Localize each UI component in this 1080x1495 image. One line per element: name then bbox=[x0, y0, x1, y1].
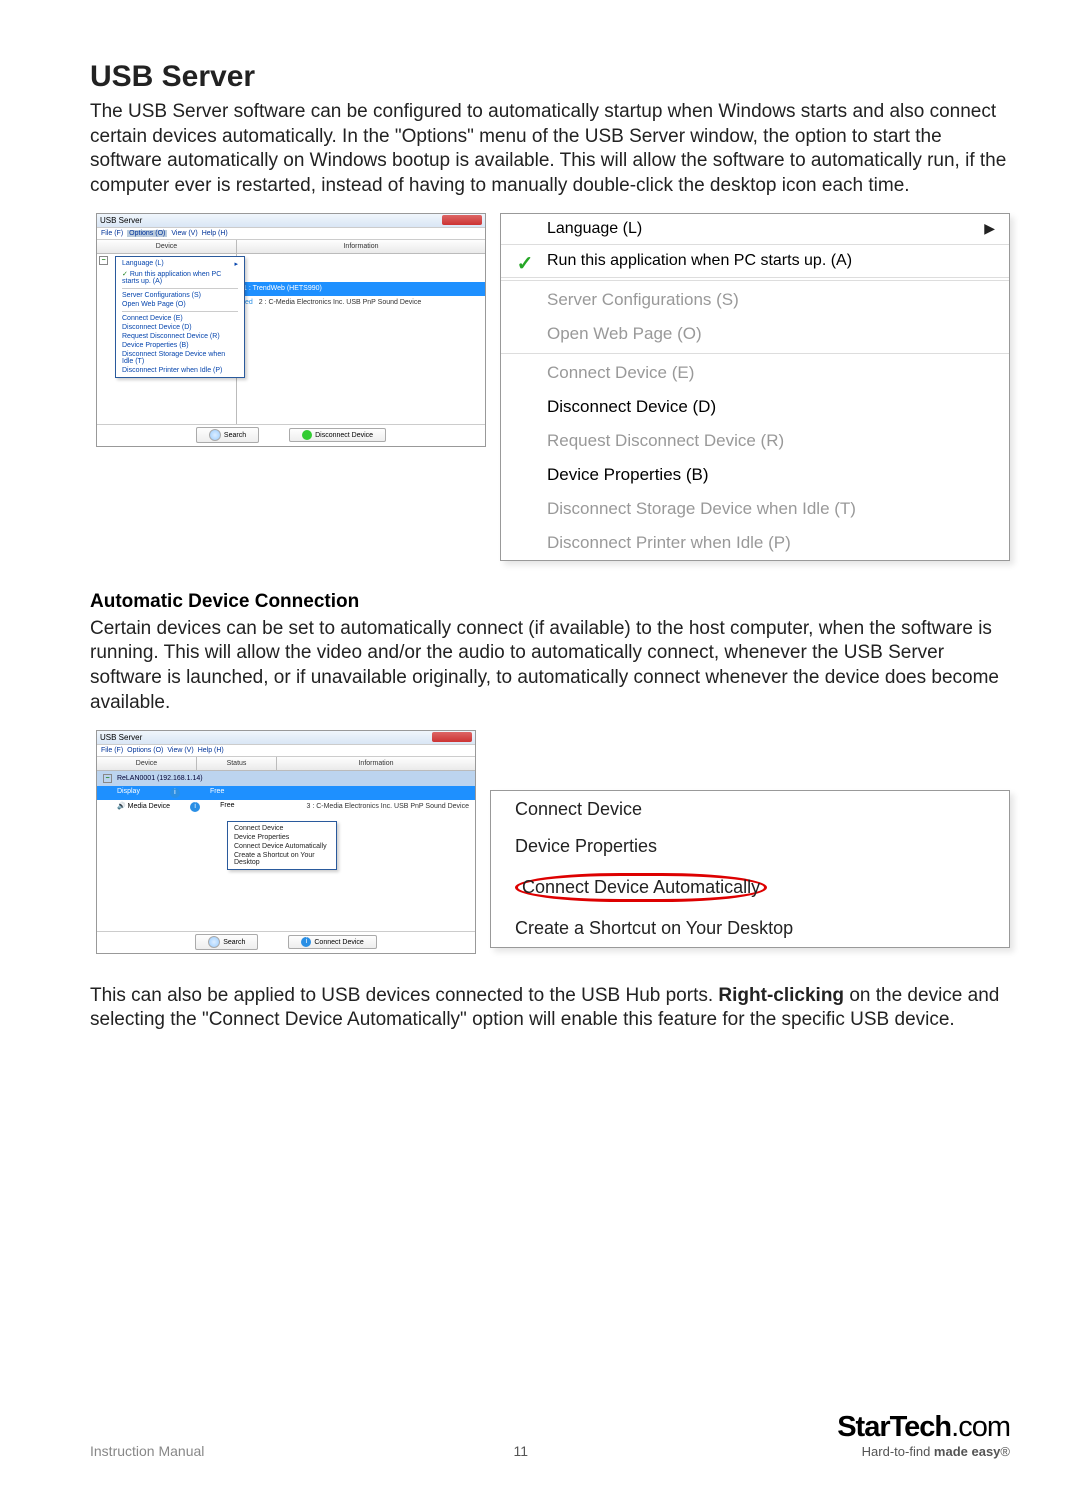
zoom-openweb[interactable]: Open Web Page (O) bbox=[501, 317, 1009, 351]
para3: This can also be applied to USB devices … bbox=[90, 984, 1010, 1033]
zoom-language[interactable]: Language (L) ▶ bbox=[501, 214, 1009, 245]
info-icon: i bbox=[190, 802, 200, 812]
figure-row-2: USB Server File (F) Options (O) View (V)… bbox=[96, 730, 1010, 954]
red-highlight-icon: Connect Device Automatically bbox=[515, 873, 767, 902]
row-trend[interactable]: 1 : TrendWeb (HETS990) bbox=[237, 282, 485, 296]
ctx-props[interactable]: Device Properties bbox=[228, 833, 336, 842]
menu-view[interactable]: View (V) bbox=[171, 230, 197, 237]
context-zoom: Connect Device Device Properties Connect… bbox=[490, 790, 1010, 948]
page-title: USB Server bbox=[90, 60, 1010, 94]
disconnect-button[interactable]: Disconnect Device bbox=[289, 428, 386, 442]
zoom-ctx-connect[interactable]: Connect Device bbox=[491, 791, 1009, 828]
menu-options[interactable]: Options (O) bbox=[127, 747, 163, 754]
zoom-ctx-shortcut[interactable]: Create a Shortcut on Your Desktop bbox=[491, 910, 1009, 947]
chevron-right-icon: ▶ bbox=[984, 220, 995, 237]
intro-paragraph: The USB Server software can be configure… bbox=[90, 100, 1010, 199]
connect-button[interactable]: i Connect Device bbox=[288, 935, 376, 949]
drop-serverconf[interactable]: Server Configurations (S) bbox=[116, 291, 244, 300]
divider bbox=[122, 288, 238, 289]
menu-options[interactable]: Options (O) bbox=[127, 230, 167, 237]
ctx-connect[interactable]: Connect Device bbox=[228, 824, 336, 833]
check-icon: ✓ bbox=[515, 251, 535, 271]
search-icon bbox=[209, 429, 221, 441]
context-menu: Connect Device Device Properties Connect… bbox=[227, 821, 337, 870]
expand-icon[interactable]: − bbox=[99, 256, 108, 265]
drop-language[interactable]: Language (L)▸ bbox=[116, 259, 244, 269]
col-device: Device bbox=[97, 240, 236, 254]
search-button[interactable]: Search bbox=[195, 934, 258, 950]
footer-left: Instruction Manual bbox=[90, 1443, 204, 1459]
drop-disconnect[interactable]: Disconnect Device (D) bbox=[116, 323, 244, 332]
zoom-request[interactable]: Request Disconnect Device (R) bbox=[501, 424, 1009, 458]
options-dropdown: Language (L)▸ ✓ Run this application whe… bbox=[115, 256, 245, 378]
drop-props[interactable]: Device Properties (B) bbox=[116, 341, 244, 350]
search-button[interactable]: Search bbox=[196, 427, 259, 443]
menu-file[interactable]: File (F) bbox=[101, 747, 123, 754]
zoom-run[interactable]: ✓ Run this application when PC starts up… bbox=[501, 245, 1009, 278]
expand-icon[interactable]: − bbox=[103, 774, 112, 783]
tree-item-display[interactable]: Display i Free bbox=[97, 786, 475, 800]
info-icon: i bbox=[170, 788, 180, 798]
col-device: Device bbox=[97, 757, 197, 771]
window2-title: USB Server bbox=[100, 733, 142, 742]
figure-row-1: USB Server File (F) Options (O) View (V)… bbox=[96, 213, 1010, 561]
drop-openweb[interactable]: Open Web Page (O) bbox=[116, 300, 244, 309]
menu-help[interactable]: Help (H) bbox=[198, 747, 224, 754]
zoom-connect[interactable]: Connect Device (E) bbox=[501, 356, 1009, 390]
footer-page: 11 bbox=[514, 1443, 529, 1459]
ctx-shortcut[interactable]: Create a Shortcut on Your Desktop bbox=[228, 851, 336, 867]
window2: USB Server File (F) Options (O) View (V)… bbox=[96, 730, 476, 954]
divider bbox=[501, 353, 1009, 354]
zoom-props[interactable]: Device Properties (B) bbox=[501, 458, 1009, 492]
window1-menubar: File (F) Options (O) View (V) Help (H) bbox=[97, 228, 485, 240]
drop-connect[interactable]: Connect Device (E) bbox=[116, 314, 244, 323]
col-status: Status bbox=[197, 757, 277, 771]
window2-btnbar: Search i Connect Device bbox=[97, 931, 475, 953]
drop-request[interactable]: Request Disconnect Device (R) bbox=[116, 332, 244, 341]
tree-root[interactable]: − ReLAN0001 (192.168.1.14) bbox=[97, 771, 475, 786]
zoom-serverconf[interactable]: Server Configurations (S) bbox=[501, 283, 1009, 317]
window-controls-icon[interactable] bbox=[442, 215, 482, 225]
window1: USB Server File (F) Options (O) View (V)… bbox=[96, 213, 486, 447]
col-info: Information bbox=[237, 240, 485, 254]
zoom-storage[interactable]: Disconnect Storage Device when Idle (T) bbox=[501, 492, 1009, 526]
divider bbox=[501, 280, 1009, 281]
logo: StarTech.com Hard-to-find made easy® bbox=[837, 1411, 1010, 1459]
window-controls-icon[interactable] bbox=[432, 732, 472, 742]
drop-storage[interactable]: Disconnect Storage Device when Idle (T) bbox=[116, 350, 244, 366]
ctx-auto[interactable]: Connect Device Automatically bbox=[228, 842, 336, 851]
menu-view[interactable]: View (V) bbox=[167, 747, 193, 754]
drop-run[interactable]: ✓ Run this application when PC starts up… bbox=[116, 269, 244, 286]
divider bbox=[122, 311, 238, 312]
menu-help[interactable]: Help (H) bbox=[202, 230, 228, 237]
window1-title: USB Server bbox=[100, 216, 142, 225]
zoom-printer[interactable]: Disconnect Printer when Idle (P) bbox=[501, 526, 1009, 560]
para2: Certain devices can be set to automatica… bbox=[90, 617, 1010, 716]
zoom-menu: Language (L) ▶ ✓ Run this application wh… bbox=[500, 213, 1010, 561]
window2-menubar: File (F) Options (O) View (V) Help (H) bbox=[97, 745, 475, 757]
subhead: Automatic Device Connection bbox=[90, 591, 1010, 613]
status-icon bbox=[302, 430, 312, 440]
info-row: 3 : C-Media Electronics Inc. USB PnP Sou… bbox=[306, 803, 469, 810]
window1-btnbar: Search Disconnect Device bbox=[97, 424, 485, 446]
menu-file[interactable]: File (F) bbox=[101, 230, 123, 237]
window1-titlebar: USB Server bbox=[97, 214, 485, 228]
info-icon: i bbox=[301, 937, 311, 947]
row-cmedia[interactable]: ted 2 : C-Media Electronics Inc. USB PnP… bbox=[237, 296, 485, 310]
zoom-disconnect[interactable]: Disconnect Device (D) bbox=[501, 390, 1009, 424]
col-info: Information bbox=[277, 757, 475, 771]
window2-titlebar: USB Server bbox=[97, 731, 475, 745]
footer: Instruction Manual 11 StarTech.com Hard-… bbox=[0, 1411, 1080, 1459]
zoom-ctx-auto[interactable]: Connect Device Automatically bbox=[491, 865, 1009, 910]
drop-printer[interactable]: Disconnect Printer when Idle (P) bbox=[116, 366, 244, 375]
search-icon bbox=[208, 936, 220, 948]
zoom-ctx-props[interactable]: Device Properties bbox=[491, 828, 1009, 865]
